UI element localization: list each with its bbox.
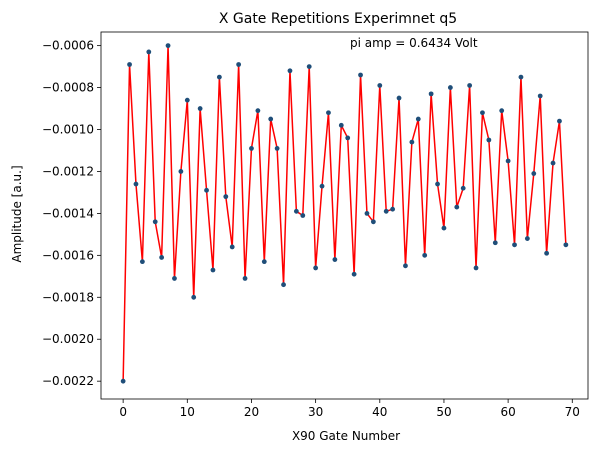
data-point [139, 259, 145, 265]
data-point [358, 72, 363, 78]
data-point [210, 267, 216, 273]
data-point [364, 211, 370, 216]
data-point [531, 171, 537, 176]
data-point [345, 135, 351, 141]
data-point [268, 116, 274, 122]
y-tick-label: −0.0008 [42, 81, 94, 95]
y-tick-label: −0.0018 [42, 290, 94, 304]
y-tick-label: −0.0020 [42, 332, 94, 346]
data-point [460, 185, 466, 191]
y-tick-label: −0.0014 [42, 206, 94, 220]
y-tick-label: −0.0012 [42, 164, 94, 178]
x-tick-label: 70 [565, 405, 580, 419]
data-point [524, 236, 530, 241]
x-tick-label: 50 [436, 405, 451, 419]
x-tick-label: 0 [119, 405, 127, 419]
data-point [338, 122, 344, 128]
data-point [216, 74, 222, 80]
data-point [191, 294, 197, 300]
data-point [281, 282, 286, 288]
data-point [415, 116, 421, 122]
data-point [172, 276, 177, 281]
plot-frame [100, 31, 589, 400]
data-point [454, 204, 460, 210]
data-point [223, 194, 229, 200]
data-point [557, 118, 562, 124]
data-point [370, 219, 376, 225]
data-point [242, 276, 248, 281]
data-point [236, 62, 242, 67]
data-point [473, 265, 479, 271]
data-point [441, 225, 447, 231]
data-point [204, 187, 209, 193]
series-line [122, 44, 567, 382]
data-point [492, 240, 498, 246]
data-point [377, 83, 383, 88]
data-point [152, 219, 158, 225]
data-point [300, 213, 306, 218]
data-point [499, 108, 505, 114]
data-point [563, 242, 569, 248]
data-point [159, 255, 165, 260]
x-axis-label: X90 Gate Number [292, 429, 400, 443]
x-tick-label: 60 [500, 405, 515, 419]
data-point [480, 110, 485, 116]
data-point [486, 137, 492, 143]
data-point [165, 43, 171, 49]
data-point [120, 378, 126, 384]
data-point [274, 145, 280, 151]
data-point [229, 244, 235, 250]
data-point [178, 169, 184, 174]
y-tick-label: −0.0010 [42, 123, 94, 137]
data-point [133, 181, 139, 187]
data-point [306, 64, 312, 70]
data-point [390, 206, 396, 212]
data-point [544, 250, 550, 256]
y-tick-label: −0.0006 [42, 39, 94, 53]
data-point [127, 62, 132, 67]
data-point [428, 91, 434, 97]
data-point [537, 93, 543, 99]
data-point [249, 145, 254, 151]
pi-amp-annotation: pi amp = 0.6434 Volt [350, 36, 478, 50]
y-axis-label: Amplitude [a.u.] [10, 165, 24, 262]
data-point [313, 265, 319, 271]
data-point [319, 183, 325, 189]
data-point [287, 68, 293, 74]
y-tick-label: −0.0016 [42, 248, 94, 262]
data-point [396, 95, 402, 101]
data-point [422, 252, 428, 258]
data-point [447, 85, 453, 90]
data-point [146, 49, 152, 55]
data-point [326, 110, 331, 116]
x-tick-label: 10 [180, 405, 195, 419]
data-point [505, 158, 511, 164]
data-point [255, 108, 261, 114]
chart-title: X Gate Repetitions Experimnet q5 [219, 11, 457, 27]
x-tick-label: 40 [372, 405, 387, 419]
x-tick-label: 30 [308, 405, 323, 419]
data-point [550, 160, 556, 166]
y-tick-label: −0.0022 [42, 374, 94, 388]
data-point [197, 106, 203, 111]
data-point [512, 242, 517, 248]
data-point [435, 181, 440, 187]
data-point [409, 139, 415, 145]
x-tick-label: 20 [244, 405, 259, 419]
data-point [261, 259, 267, 265]
data-point [293, 208, 299, 214]
data-point [332, 257, 338, 262]
data-point [518, 74, 524, 80]
data-point [383, 208, 389, 214]
data-point [184, 97, 190, 103]
data-point [351, 271, 357, 277]
data-point [467, 83, 473, 88]
data-point [403, 263, 408, 269]
